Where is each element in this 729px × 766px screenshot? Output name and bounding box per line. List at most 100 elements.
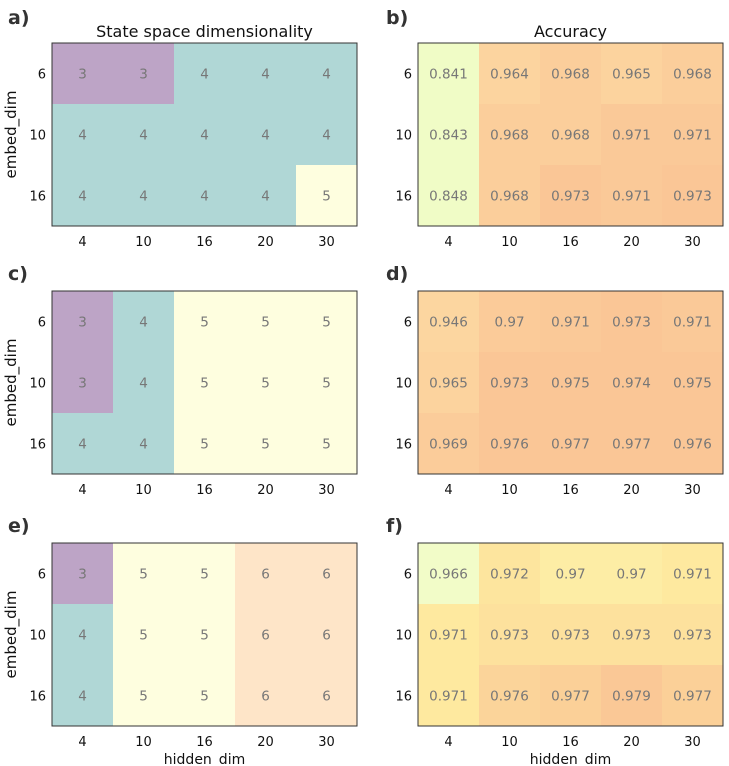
cell-value: 0.971 (673, 128, 712, 144)
heatmap-cell (174, 413, 236, 475)
panel-letter: a) (8, 7, 30, 29)
cell-value: 0.973 (551, 189, 590, 205)
x-tick-label: 20 (257, 735, 274, 750)
cell-value: 0.965 (612, 67, 651, 83)
cell-value: 0.977 (673, 689, 712, 705)
cell-value: 0.973 (673, 628, 712, 644)
x-tick-label: 10 (135, 235, 152, 250)
heatmap-cell (418, 165, 480, 227)
heatmap-panel-3: c) 3 4 5 5 5 3 4 5 5 5 4 4 5 5 5 4 10 16 20 30 6 10 16 embed_dim (2, 263, 358, 498)
heatmap-cell (662, 43, 724, 105)
x-tick-label: 30 (318, 483, 335, 498)
x-axis-label: hidden_dim (530, 752, 611, 766)
heatmap-cell (479, 43, 541, 105)
x-tick-label: 30 (684, 235, 701, 250)
heatmap-cell (113, 543, 175, 605)
cell-value: 4 (322, 67, 331, 83)
x-tick-label: 10 (501, 735, 518, 750)
cell-value: 0.973 (490, 376, 529, 392)
y-tick-label: 16 (29, 690, 46, 705)
cell-value: 0.971 (612, 189, 651, 205)
cell-value: 4 (139, 315, 148, 331)
heatmap-cell (235, 291, 297, 353)
x-axis-label: hidden_dim (164, 752, 245, 766)
heatmap-cell (540, 543, 602, 605)
cell-value: 5 (200, 689, 209, 705)
cell-value: 0.973 (612, 315, 651, 331)
cell-value: 4 (78, 628, 87, 644)
cell-value: 0.964 (490, 67, 529, 83)
cell-value: 0.97 (494, 315, 524, 331)
heatmap-cell (662, 543, 724, 605)
heatmap-cell (235, 604, 297, 666)
cell-value: 4 (200, 189, 209, 205)
x-tick-label: 4 (78, 235, 86, 250)
y-tick-label: 10 (29, 129, 46, 144)
heatmap-cell (52, 291, 114, 353)
heatmap-cell (418, 352, 480, 414)
cell-value: 6 (261, 689, 270, 705)
x-tick-label: 30 (684, 735, 701, 750)
heatmap-cell (662, 665, 724, 727)
cell-value: 6 (322, 567, 331, 583)
heatmap-cell (113, 352, 175, 414)
heatmap-cell (601, 104, 663, 166)
heatmap-cell (52, 665, 114, 727)
heatmap-cell (601, 291, 663, 353)
heatmap-cell (174, 543, 236, 605)
heatmap-cell (113, 604, 175, 666)
plot-frame (51, 542, 358, 727)
panel-letter: c) (8, 263, 28, 285)
panel-letter: d) (386, 263, 408, 285)
x-tick-label: 30 (684, 483, 701, 498)
cell-value: 4 (261, 67, 270, 83)
cell-value: 5 (322, 437, 331, 453)
heatmap-cell (479, 104, 541, 166)
cell-value: 0.946 (429, 315, 468, 331)
y-tick-label: 6 (38, 68, 46, 83)
x-tick-label: 16 (562, 483, 579, 498)
heatmap-cell (479, 665, 541, 727)
y-tick-label: 10 (395, 629, 412, 644)
cell-value: 4 (78, 128, 87, 144)
cell-value: 0.976 (673, 437, 712, 453)
heatmap-cell (479, 413, 541, 475)
heatmap-cell (479, 543, 541, 605)
cell-value: 4 (261, 189, 270, 205)
plot-frame (51, 290, 358, 475)
cell-value: 5 (200, 567, 209, 583)
y-tick-label: 6 (404, 316, 412, 331)
cell-value: 0.971 (673, 315, 712, 331)
cell-value: 0.976 (490, 437, 529, 453)
cell-value: 0.965 (429, 376, 468, 392)
y-tick-label: 16 (395, 190, 412, 205)
cell-value: 0.973 (673, 189, 712, 205)
cell-value: 4 (200, 67, 209, 83)
x-tick-label: 16 (562, 235, 579, 250)
panel-title: Accuracy (534, 22, 607, 41)
y-axis-label: embed_dim (2, 91, 21, 179)
heatmap-cell (601, 604, 663, 666)
heatmap-cell (113, 665, 175, 727)
cell-value: 0.975 (673, 376, 712, 392)
plot-frame (51, 42, 358, 227)
cell-value: 0.971 (612, 128, 651, 144)
cell-value: 5 (139, 689, 148, 705)
y-axis-label: embed_dim (2, 591, 21, 679)
heatmap-cell (418, 104, 480, 166)
cell-value: 3 (78, 376, 87, 392)
cell-value: 0.975 (551, 376, 590, 392)
heatmap-cell (540, 291, 602, 353)
cell-value: 0.973 (612, 628, 651, 644)
heatmap-panel-1: a) State space dimensionality 3 3 4 4 4 4 4 4 4 4 4 4… (2, 7, 358, 250)
cell-value: 0.973 (490, 628, 529, 644)
heatmap-cell (52, 352, 114, 414)
heatmap-cell (296, 665, 358, 727)
cell-value: 6 (261, 628, 270, 644)
cell-value: 4 (261, 128, 270, 144)
heatmap-cell (418, 291, 480, 353)
heatmap-cell (418, 43, 480, 105)
heatmap-cell (540, 413, 602, 475)
cell-value: 6 (322, 689, 331, 705)
panel-title: State space dimensionality (96, 22, 313, 41)
